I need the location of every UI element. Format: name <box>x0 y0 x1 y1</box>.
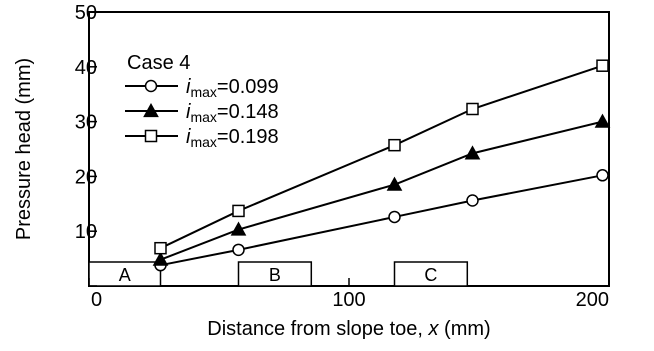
series-3-point <box>154 241 167 255</box>
series-1-point <box>596 169 609 182</box>
x-axis-title-unit: (mm) <box>439 318 491 340</box>
x-axis-title-text: Distance from slope toe, <box>207 318 428 340</box>
legend-entry: imax=0.148 <box>186 101 279 125</box>
zone-c-box <box>393 261 469 287</box>
zone-b-box <box>237 261 313 287</box>
y-tick-label: 40 <box>75 57 97 79</box>
legend-title: Case 4 <box>127 52 190 74</box>
legend-entry: imax=0.198 <box>186 126 279 150</box>
series-1-point <box>466 194 479 207</box>
zone-blocks: A B C <box>88 261 469 287</box>
x-tick-label: 100 <box>332 289 365 311</box>
zone-a-label: A <box>119 265 131 285</box>
series-3-point <box>466 102 479 116</box>
series-2-point <box>594 113 611 128</box>
series-2-point <box>464 145 481 160</box>
series-2-point <box>386 176 403 191</box>
series-2-point <box>230 221 247 236</box>
series-3-point <box>232 204 245 218</box>
legend-marker <box>144 79 158 93</box>
series-3-point <box>596 59 609 72</box>
x-tick-label: 200 <box>576 289 609 311</box>
series-1-point <box>388 210 401 224</box>
zone-c-label: C <box>424 265 437 285</box>
legend-marker <box>143 102 159 118</box>
series-markers <box>152 59 611 272</box>
series-3-point <box>388 138 401 152</box>
x-axis-title: Distance from slope toe, x (mm) <box>207 318 490 340</box>
axis-ticks: 10 20 30 40 50 0 100 200 <box>75 2 610 311</box>
series-2-point <box>152 251 169 266</box>
legend-entry: imax=0.099 <box>186 76 279 100</box>
zone-b-label: B <box>269 265 281 285</box>
y-tick-label: 30 <box>75 112 97 134</box>
y-tick-label: 20 <box>75 166 97 188</box>
x-tick-label: 0 <box>91 289 102 311</box>
series-1-point <box>232 243 245 257</box>
y-tick-label: 50 <box>75 2 97 24</box>
y-tick-label: 10 <box>75 221 97 243</box>
zone-a-box <box>88 261 162 287</box>
y-axis-title: Pressure head (mm) <box>13 58 35 240</box>
legend-marker <box>144 129 158 143</box>
x-axis-title-variable: x <box>428 318 440 340</box>
